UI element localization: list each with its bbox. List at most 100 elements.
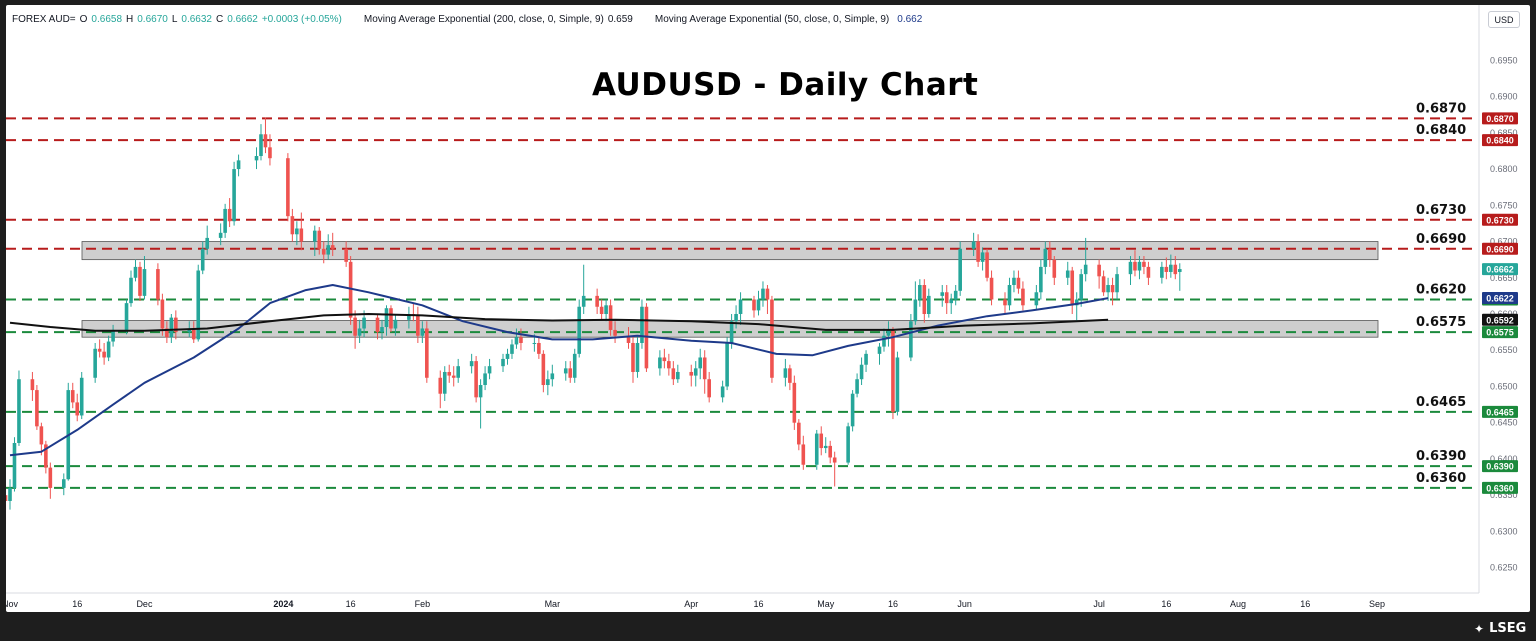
candle-body <box>976 241 980 262</box>
candle-body <box>375 317 380 333</box>
candle-body <box>909 321 913 358</box>
candle-body <box>348 261 353 318</box>
level-tag <box>1482 326 1518 339</box>
candle-body <box>456 366 460 378</box>
candle-body <box>1169 264 1173 272</box>
candle-body <box>788 368 792 383</box>
chart-frame: 0.6950 0.6900 0.6850 0.6800 0.6750 0.6700 0.66… <box>6 5 1530 612</box>
candles <box>6 117 1182 525</box>
price-tag <box>1482 292 1518 305</box>
brand-label: LSEG <box>1489 621 1527 636</box>
candle-body <box>644 306 649 369</box>
level-tag-label: 0.6390 <box>1486 462 1514 472</box>
candle-body <box>299 228 304 242</box>
level-tag <box>1482 213 1518 226</box>
candle-body <box>236 160 241 170</box>
level-tag-label: 0.6870 <box>1486 114 1514 124</box>
x-tick-label: Dec <box>136 599 153 609</box>
candle-body <box>286 158 290 217</box>
high-value: 0.6670 <box>137 14 168 25</box>
candle-body <box>1101 276 1106 293</box>
candle-body <box>407 314 411 320</box>
price-tag <box>1482 313 1518 326</box>
price-chart[interactable]: 0.69500.69000.68500.68000.67500.67000.66… <box>6 5 1530 612</box>
candle-body <box>326 245 331 255</box>
candle-body <box>1133 261 1137 271</box>
candle-body <box>662 357 667 362</box>
price-tag <box>1482 263 1518 276</box>
ema200-legend[interactable]: Moving Average Exponential (200, close, … <box>363 14 604 25</box>
candle-body <box>707 379 711 398</box>
footer-bar <box>0 612 1536 641</box>
candle-body <box>169 317 174 338</box>
candle-body <box>420 328 425 336</box>
candle-body <box>608 305 613 330</box>
candle-body <box>891 329 895 412</box>
y-tick-label: 0.6400 <box>1490 454 1518 464</box>
level-tag <box>1482 460 1518 473</box>
candle-body <box>138 266 142 296</box>
candle-body <box>895 357 900 412</box>
candle-body <box>1074 299 1079 306</box>
candle-body <box>693 368 698 376</box>
candle-body <box>541 353 546 386</box>
x-tick-label: Jul <box>1093 599 1105 609</box>
y-tick-label: 0.6950 <box>1490 55 1518 65</box>
candle-body <box>1052 259 1057 278</box>
x-tick-label: Feb <box>415 599 431 609</box>
y-tick-label: 0.6900 <box>1490 92 1518 102</box>
candle-body <box>756 299 761 311</box>
x-tick-label: May <box>817 599 835 609</box>
candle-body <box>702 357 707 380</box>
candle-body <box>30 379 35 391</box>
candle-body <box>514 337 519 345</box>
candle-body <box>801 444 806 465</box>
candle-body <box>254 156 259 161</box>
candle-body <box>725 342 729 387</box>
candle-body <box>738 299 743 314</box>
candle-body <box>958 248 962 291</box>
x-tick-label: 16 <box>1300 599 1310 609</box>
candle-body <box>124 303 129 330</box>
candle-body <box>39 426 44 445</box>
symbol-label[interactable]: FOREX AUD= <box>12 14 76 25</box>
x-tick-label: 16 <box>1161 599 1171 609</box>
candle-body <box>797 422 801 445</box>
candle-body <box>546 379 550 386</box>
candle-body <box>927 295 931 314</box>
level-label: 0.6360 <box>1416 471 1466 486</box>
candle-body <box>129 277 133 304</box>
x-tick-label: Jun <box>957 599 972 609</box>
currency-button[interactable]: USD <box>1488 11 1520 28</box>
candle-body <box>577 306 582 354</box>
candle-body <box>532 342 537 344</box>
candle-body <box>12 442 17 488</box>
candle-body <box>689 371 694 376</box>
candle-body <box>483 373 487 386</box>
candle-body <box>953 290 958 300</box>
candle-body <box>563 368 568 374</box>
candle-body <box>823 445 828 449</box>
candle-body <box>1065 270 1070 278</box>
candle-body <box>187 328 192 333</box>
x-tick-label: Aug <box>1230 599 1246 609</box>
candle-body <box>8 487 12 501</box>
candle-body <box>599 306 604 314</box>
candle-body <box>635 342 640 372</box>
candle-body <box>1007 285 1012 306</box>
candle-body <box>501 358 505 367</box>
ema50-legend[interactable]: Moving Average Exponential (50, close, 0… <box>654 14 890 25</box>
y-tick-label: 0.6550 <box>1490 345 1518 355</box>
horizontal-levels: 0.6870 0.6870 0.6840 0.6840 0.6730 0.6730 0.66… <box>6 101 1518 494</box>
candle-body <box>1083 264 1088 275</box>
candle-body <box>48 467 53 488</box>
candle-body <box>814 433 819 465</box>
candle-body <box>442 371 447 394</box>
ema-lines <box>9 284 1109 457</box>
x-tick-label: 16 <box>753 599 763 609</box>
level-label: 0.6620 <box>1416 283 1466 298</box>
candle-body <box>1039 266 1043 293</box>
candle-body <box>133 266 138 278</box>
lseg-logo: ✦ LSEG <box>1474 621 1526 636</box>
candle-body <box>384 308 389 328</box>
